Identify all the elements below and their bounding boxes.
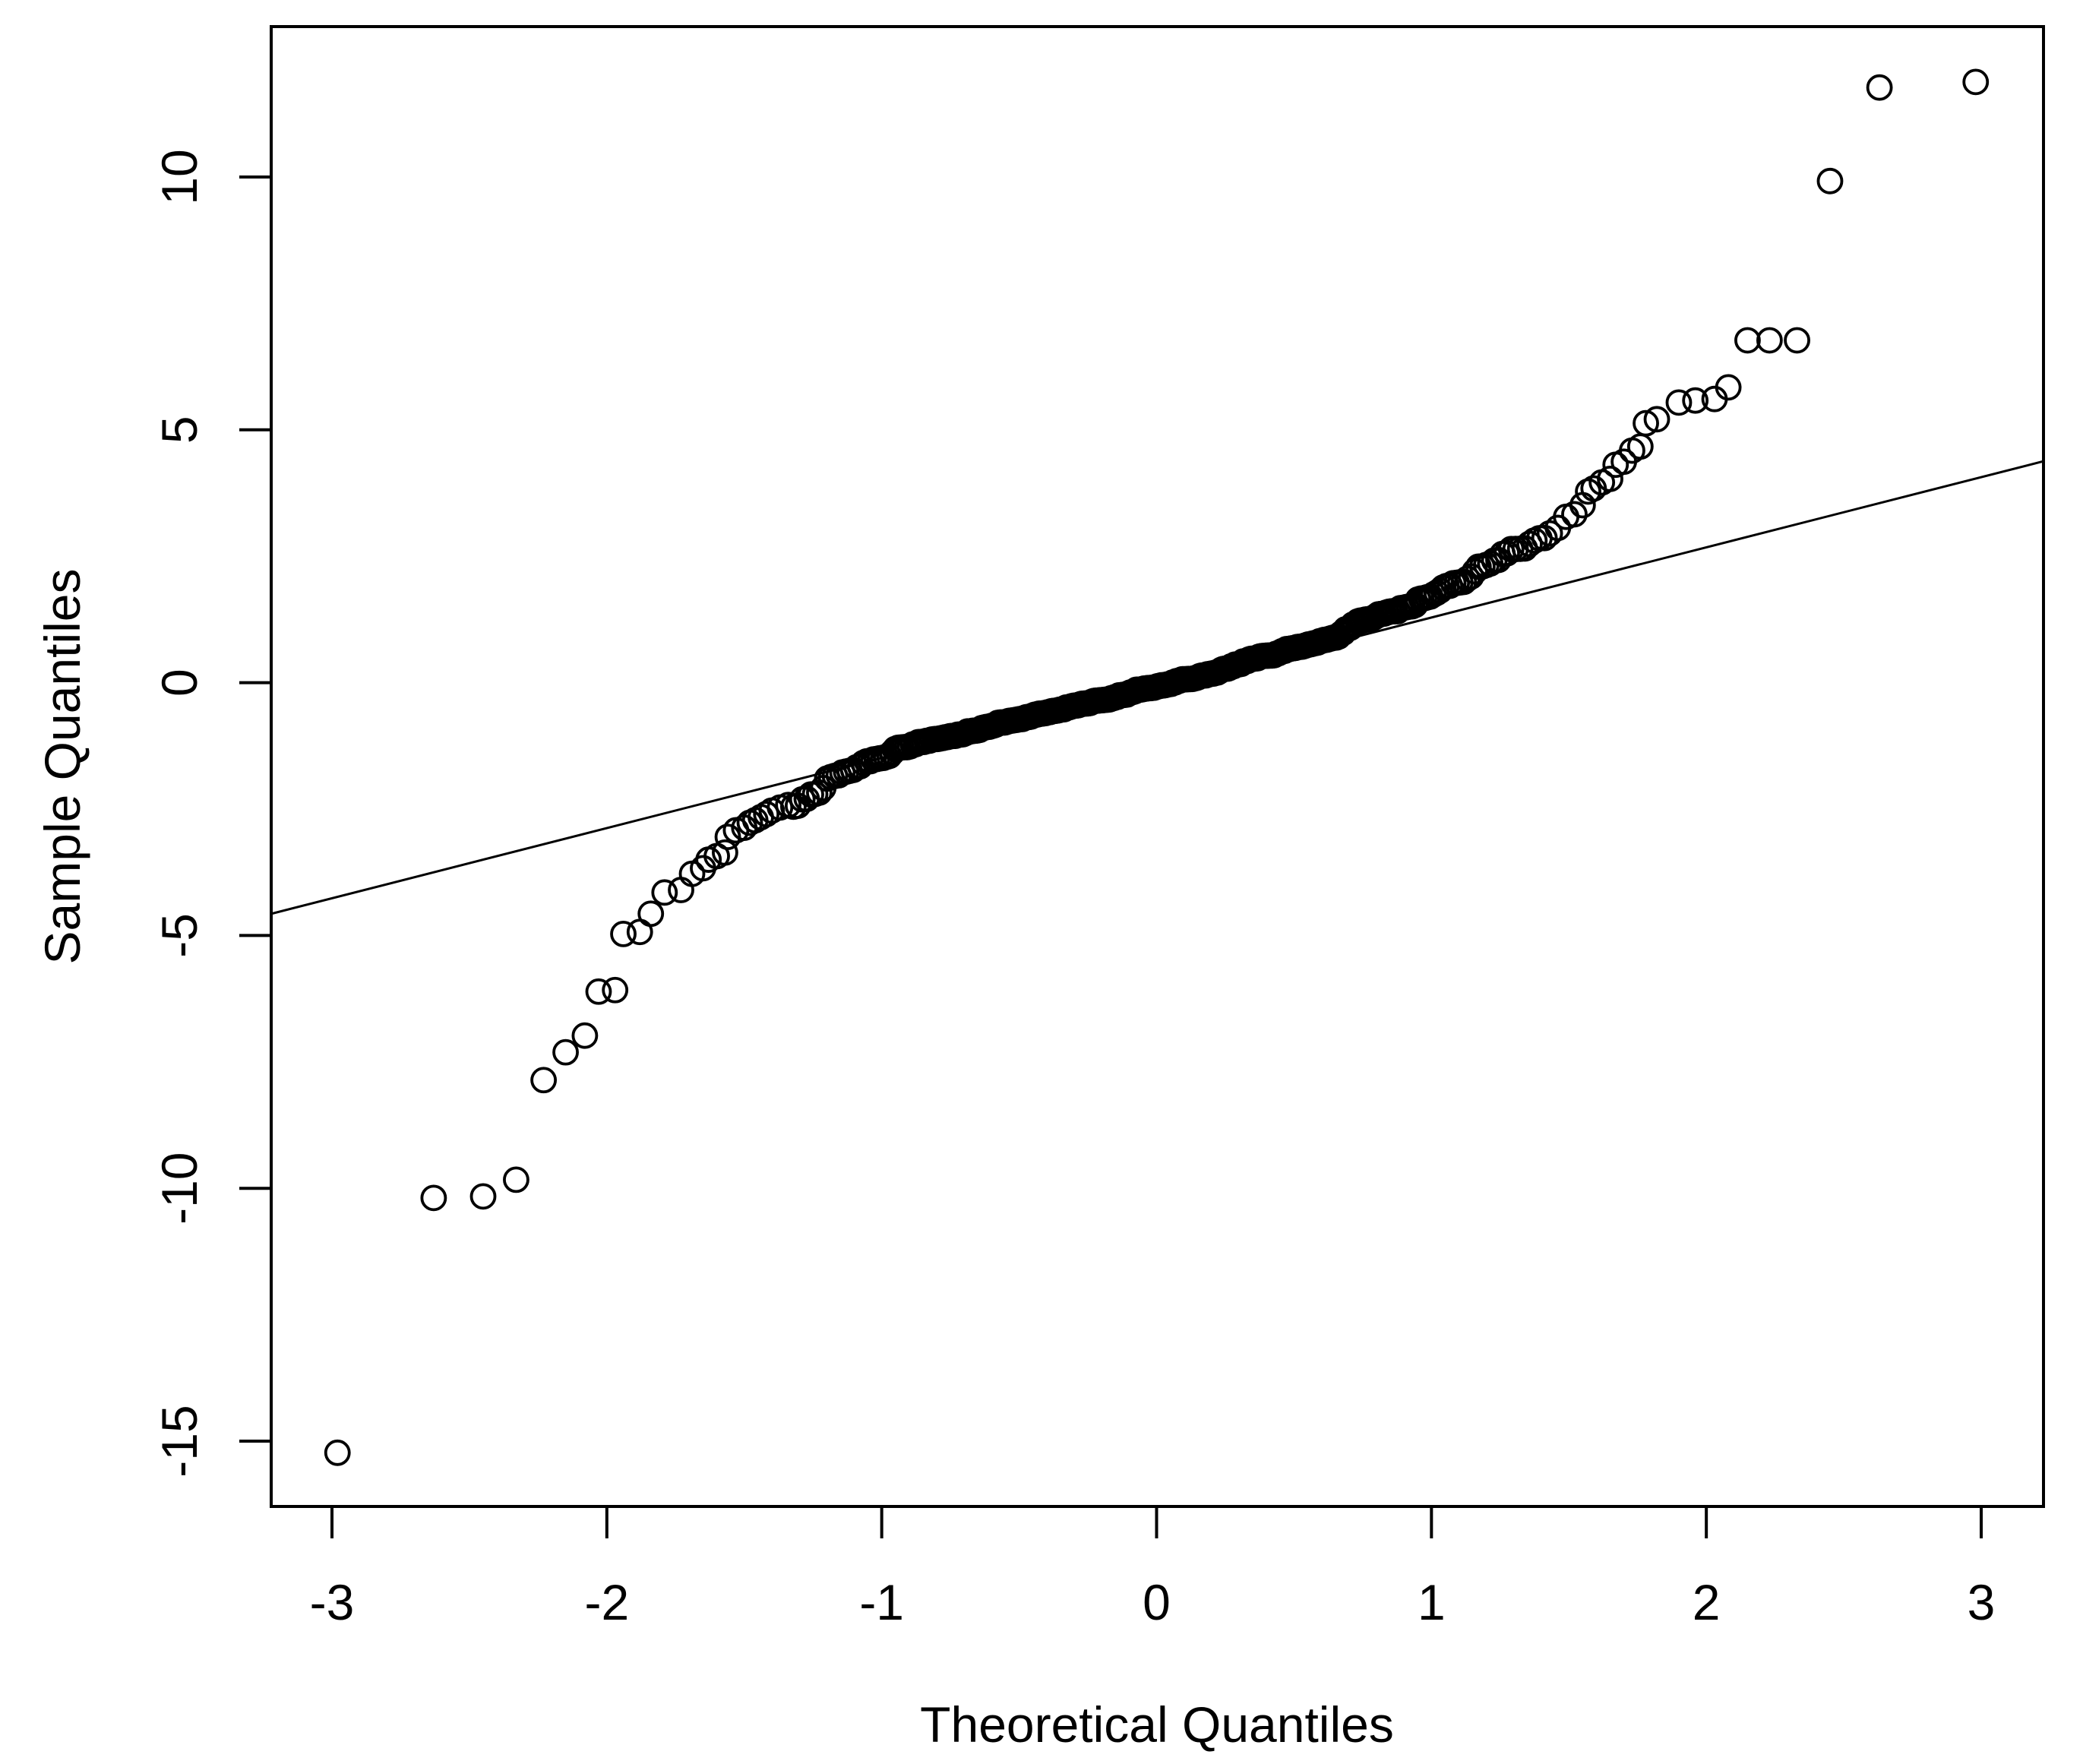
data-point-circle (469, 1183, 497, 1210)
data-point-circle (602, 976, 629, 1004)
data-point-circle (753, 801, 780, 828)
x-axis-tick-labels: -3 -2 -1 0 1 2 3 (310, 1574, 1996, 1630)
y-axis-ticks (239, 175, 271, 1443)
data-point-circle (530, 1067, 558, 1094)
data-point-circle (1962, 68, 1990, 96)
data-point-circle (1561, 501, 1588, 528)
y-axis-title: Sample Quantiles (34, 569, 90, 965)
data-point-circle (1866, 74, 1893, 101)
data-point-circle (1665, 389, 1693, 416)
data-point-circle (1536, 520, 1563, 547)
data-point-circle (585, 978, 612, 1005)
data-point-circle (552, 1038, 579, 1066)
data-point-circle (1715, 374, 1742, 401)
y-tick-label: 5 (151, 416, 207, 444)
data-points (324, 68, 1990, 1466)
data-point-circle (1816, 167, 1844, 194)
y-axis-tick-labels: -15 -10 -5 0 5 10 (151, 149, 207, 1477)
data-point-circle (503, 1166, 529, 1193)
data-point-circle (1784, 327, 1810, 354)
data-point-circle (712, 839, 738, 866)
data-point-circle (571, 1022, 599, 1049)
data-point-circle (324, 1439, 351, 1466)
data-point-circle (637, 900, 665, 928)
data-point-circle (1597, 465, 1623, 492)
y-tick-label: -15 (151, 1405, 207, 1477)
x-axis-ticks (330, 1506, 1983, 1538)
data-point-circle (714, 824, 741, 851)
y-tick-label: 10 (151, 149, 207, 204)
data-point-circle (1575, 478, 1601, 505)
data-point-circle (610, 921, 637, 947)
data-point-circle (1682, 387, 1709, 414)
data-point-circle (1734, 327, 1761, 354)
data-point-circle (420, 1184, 447, 1212)
x-tick-label: 0 (1143, 1574, 1171, 1630)
x-tick-label: -2 (584, 1574, 629, 1630)
x-tick-label: 3 (1968, 1574, 1996, 1630)
data-point-circle (1756, 327, 1783, 354)
data-point-circle (1531, 524, 1558, 552)
y-tick-label: -5 (151, 913, 207, 958)
y-tick-label: -10 (151, 1152, 207, 1225)
x-axis-title: Theoretical Quantiles (920, 1696, 1394, 1753)
data-point-circle (1633, 409, 1659, 437)
x-tick-label: -3 (310, 1574, 355, 1630)
data-point-circle (651, 879, 678, 906)
x-tick-label: -1 (859, 1574, 904, 1630)
x-tick-label: 2 (1693, 1574, 1721, 1630)
y-tick-label: 0 (151, 669, 207, 697)
x-tick-label: 1 (1418, 1574, 1446, 1630)
data-point-circle (1643, 406, 1671, 433)
